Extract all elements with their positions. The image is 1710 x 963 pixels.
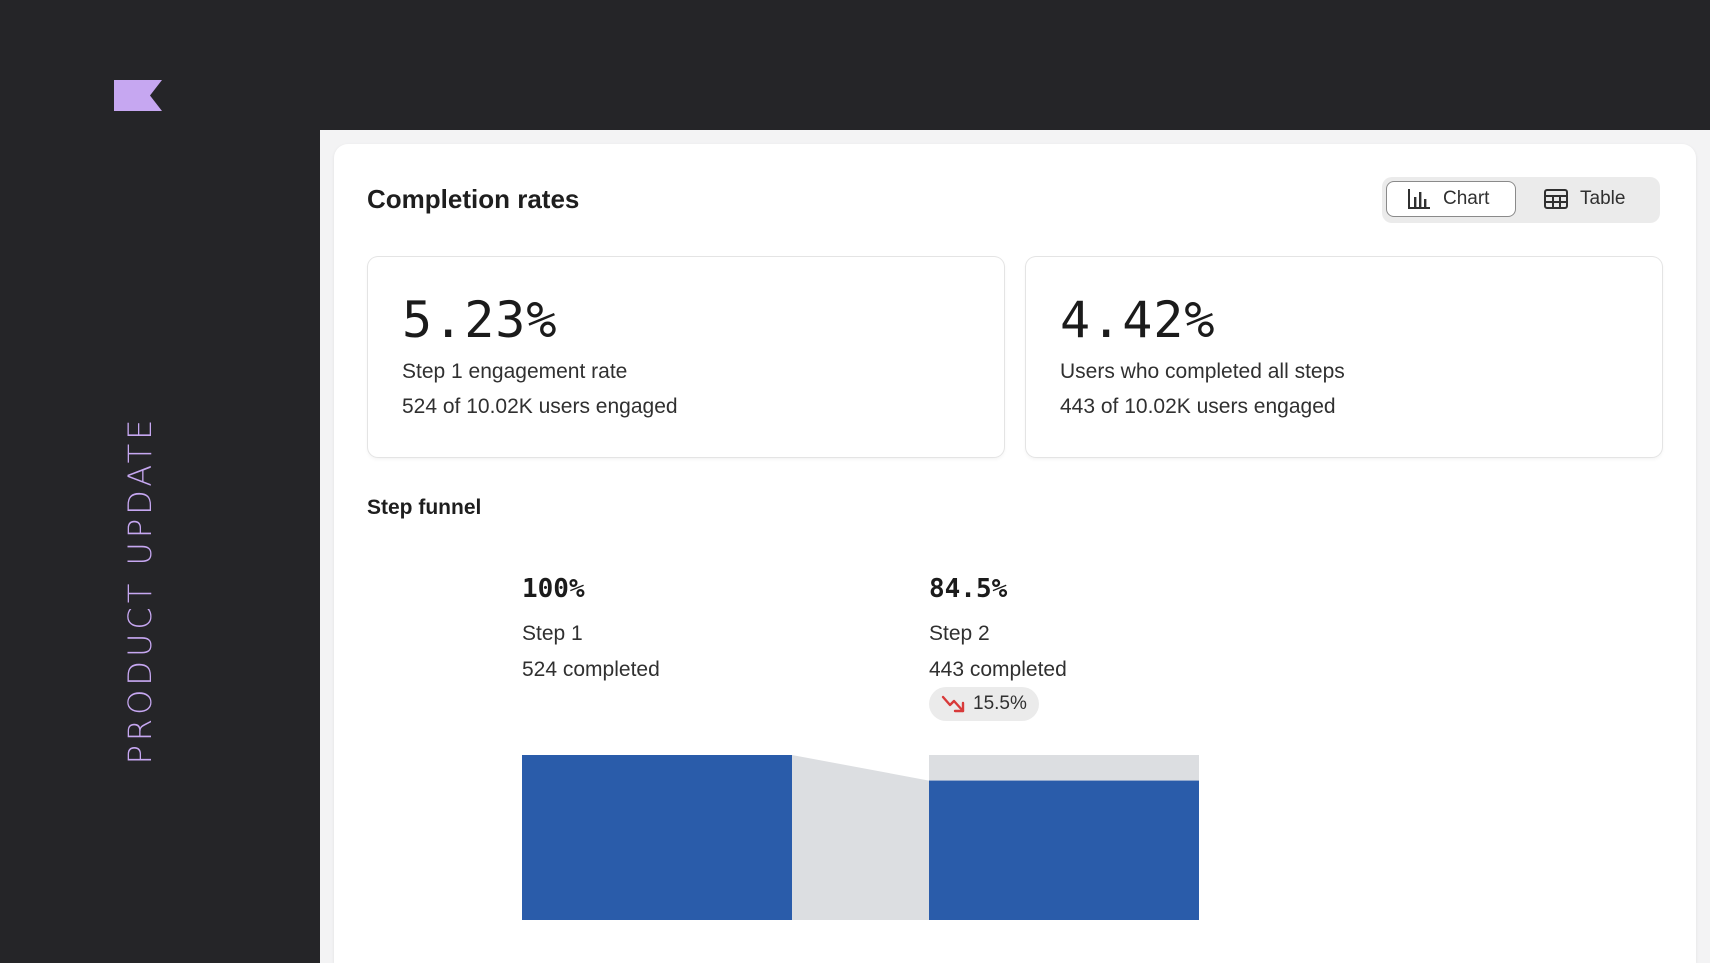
table-icon [1544, 189, 1568, 209]
step-name: Step 1 [522, 622, 583, 645]
step-percent: 100% [522, 574, 585, 604]
chart-view-button[interactable]: Chart [1386, 181, 1516, 217]
funnel-step-2: 84.5% Step 2 443 completed [929, 574, 1067, 682]
funnel-bar-step-2 [929, 780, 1199, 920]
step-count: 524 completed [522, 658, 660, 681]
flag-icon [114, 80, 162, 111]
step-count: 443 completed [929, 658, 1067, 681]
stat-subtext: 524 of 10.02K users engaged [402, 395, 678, 418]
chart-view-label: Chart [1443, 188, 1490, 209]
step-percent: 84.5% [929, 574, 1008, 604]
funnel-chart [522, 755, 1199, 920]
trend-down-icon [941, 695, 965, 713]
completion-rates-card: Completion rates Chart [334, 144, 1696, 963]
funnel-connector [792, 755, 929, 920]
bar-chart-icon [1408, 189, 1430, 209]
card-title: Completion rates [367, 184, 580, 214]
stat-label: Step 1 engagement rate [402, 360, 628, 383]
step-funnel-title: Step funnel [367, 496, 482, 519]
stat-card-step1-engagement: 5.23% Step 1 engagement rate 524 of 10.0… [368, 257, 1004, 457]
table-view-button[interactable]: Table [1524, 181, 1654, 217]
stat-subtext: 443 of 10.02K users engaged [1060, 395, 1336, 418]
stat-card-all-steps-completed: 4.42% Users who completed all steps 443 … [1026, 257, 1662, 457]
dropoff-badge: 15.5% [929, 687, 1039, 721]
stat-label: Users who completed all steps [1060, 360, 1345, 383]
funnel-bar-step-1 [522, 755, 792, 920]
table-view-label: Table [1580, 188, 1626, 209]
funnel-remainder-bar [929, 755, 1199, 781]
stat-value: 4.42% [1060, 291, 1216, 349]
dropoff-value: 15.5% [973, 693, 1027, 714]
stat-value: 5.23% [402, 291, 558, 349]
funnel-step-1: 100% Step 1 524 completed [522, 574, 660, 682]
product-update-label: PRODUCT UPDATE [121, 415, 159, 765]
view-toggle: Chart Table [1382, 177, 1660, 223]
step-name: Step 2 [929, 622, 990, 645]
